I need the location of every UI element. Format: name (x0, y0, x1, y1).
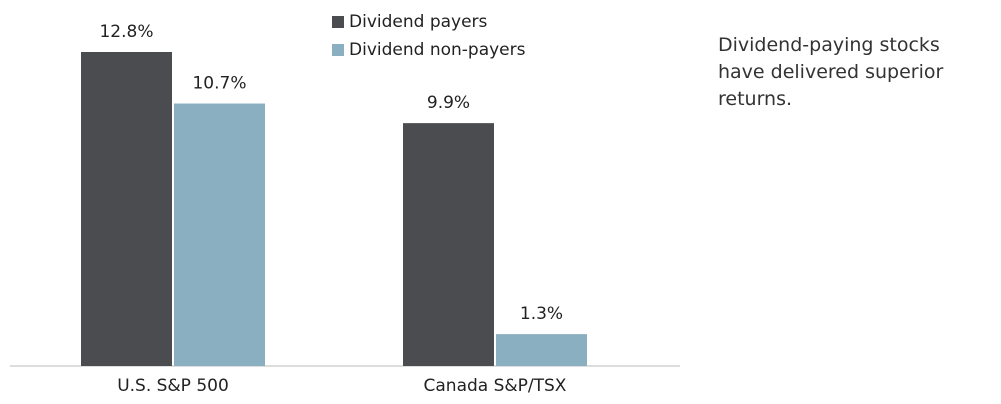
annotation: Dividend-paying stocks have delivered su… (718, 34, 944, 110)
legend-swatch (332, 16, 344, 28)
bar (174, 103, 265, 366)
value-label: 1.3% (520, 304, 563, 324)
value-label: 9.9% (427, 93, 470, 113)
bar (403, 123, 494, 366)
bar (496, 334, 587, 366)
legend-label: Dividend non-payers (349, 40, 526, 60)
legend-swatch (332, 44, 344, 56)
x-tick-label: U.S. S&P 500 (117, 376, 229, 396)
value-label: 10.7% (192, 74, 246, 94)
x-tick-label: Canada S&P/TSX (424, 376, 567, 396)
value-label: 12.8% (99, 22, 153, 42)
bar (81, 52, 172, 366)
legend-label: Dividend payers (349, 12, 488, 32)
